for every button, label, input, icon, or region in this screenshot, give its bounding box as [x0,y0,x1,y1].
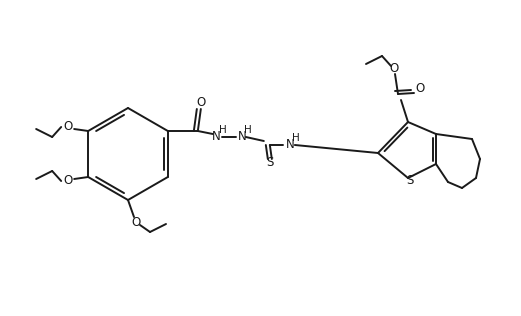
Text: O: O [64,120,73,133]
Text: O: O [64,174,73,187]
Text: N: N [238,131,246,143]
Text: O: O [131,216,141,228]
Text: O: O [415,82,425,94]
Text: H: H [292,133,300,143]
Text: H: H [244,125,252,135]
Text: N: N [286,138,294,151]
Text: O: O [196,95,205,108]
Text: S: S [266,156,274,169]
Text: O: O [389,62,399,75]
Text: S: S [406,174,414,187]
Text: N: N [212,131,220,143]
Text: H: H [219,125,227,135]
